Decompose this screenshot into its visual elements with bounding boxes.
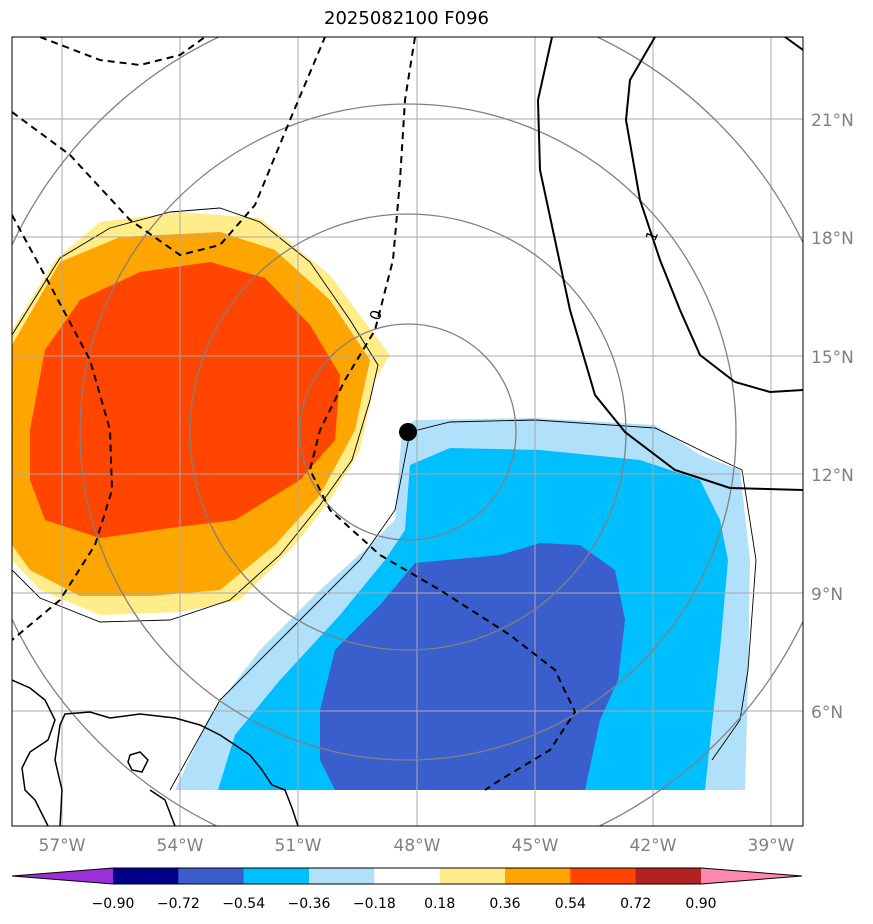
solid-contour-1-outer [536,37,803,491]
colorbar-tick-label: 0.90 [685,896,716,912]
anomaly-fill-054 [30,262,340,538]
solid-contour-1-inner [624,37,803,394]
map-plot-area: 0 1 [12,37,803,826]
colorbar-tick-label: −0.54 [222,896,265,912]
contour-label-one: 1 [642,228,662,244]
coastline-guianas [12,679,56,826]
storm-center-marker [399,423,417,441]
map-frame [11,36,804,827]
solid-contours [536,37,803,491]
lon-tick-labels: 57°W 54°W 51°W 48°W 45°W 42°W 39°W [39,836,795,856]
lat-tick-6n: 6°N [811,703,843,723]
ring-1 [299,323,517,541]
colorbar-tick-label: −0.36 [288,896,331,912]
dashed-contour-zero [308,37,577,791]
solid-contour-top-right [784,37,803,51]
colorbar-segment [113,868,179,884]
lon-tick-54w: 54°W [157,836,204,856]
map-title: 2025082100 F096 [324,8,489,29]
colorbar-segment [635,868,702,884]
dashed-contours [12,37,577,791]
lat-tick-12n: 12°N [811,466,854,486]
colorbar-tick-labels: −0.90 −0.72 −0.54 −0.36 −0.18 0.18 0.36 0.54 0.7… [92,896,717,912]
outline-positive [12,207,379,623]
lat-tick-15n: 15°N [811,348,854,368]
lon-tick-42w: 42°W [630,836,677,856]
lon-tick-39w: 39°W [748,836,795,856]
positive-anomaly-field [12,212,390,615]
colorbar-tick-label: 0.72 [620,896,651,912]
colorbar-tick-label: 0.18 [424,896,455,912]
colorbar-segment [309,868,375,884]
distance-rings [12,37,803,826]
dashed-contour-b [12,37,326,257]
dashed-contour-a [39,37,206,67]
lat-tick-21n: 21°N [811,111,854,131]
coastline-north-brazil [54,711,299,826]
colorbar-extend-high [701,868,802,884]
lon-tick-57w: 57°W [39,836,86,856]
island-marajo [127,751,149,773]
ring-3 [79,103,737,761]
coastline [12,679,299,826]
coastline-tip [149,789,176,826]
colorbar-segment [178,868,245,884]
colorbar: −0.90 −0.72 −0.54 −0.36 −0.18 0.18 0.36 0.54 0.7… [11,867,803,912]
colorbar-segment [505,868,571,884]
colorbar-tick-label: 0.54 [555,896,586,912]
lat-tick-labels: 21°N 18°N 15°N 12°N 9°N 6°N [811,111,854,723]
colorbar-segment [243,868,310,884]
colorbar-segment [374,868,441,884]
colorbar-segment [439,868,506,884]
lon-tick-48w: 48°W [394,836,441,856]
lon-tick-45w: 45°W [512,836,559,856]
colorbar-segments [12,868,802,884]
colorbar-extend-low [12,868,113,884]
lon-tick-51w: 51°W [275,836,322,856]
lat-tick-9n: 9°N [811,585,843,605]
colorbar-tick-label: −0.18 [353,896,396,912]
lat-tick-18n: 18°N [811,229,854,249]
colorbar-outline [11,867,803,885]
colorbar-segment [570,868,637,884]
colorbar-tick-label: 0.36 [489,896,520,912]
colorbar-tick-label: −0.90 [92,896,135,912]
colorbar-tick-label: −0.72 [157,896,200,912]
dashed-contour-c [12,214,114,641]
